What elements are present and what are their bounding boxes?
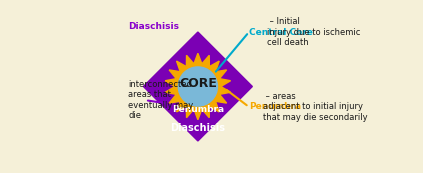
Text: interconnected
areas that
eventually may
die: interconnected areas that eventually may… — [128, 70, 193, 120]
Text: CORE: CORE — [179, 77, 217, 90]
Polygon shape — [165, 53, 231, 120]
Text: – Initial
injury due to ischemic
cell death: – Initial injury due to ischemic cell de… — [267, 17, 360, 47]
Text: Central Core: Central Core — [249, 28, 313, 37]
Text: Penumbra: Penumbra — [249, 102, 301, 111]
Text: Diaschisis: Diaschisis — [170, 123, 225, 133]
Text: Diaschisis: Diaschisis — [128, 22, 179, 31]
Text: – areas
adjacent to initial injury
that may die secondarily: – areas adjacent to initial injury that … — [263, 92, 368, 122]
Circle shape — [179, 67, 217, 106]
Text: Penumbra: Penumbra — [172, 105, 224, 114]
Polygon shape — [143, 32, 253, 141]
